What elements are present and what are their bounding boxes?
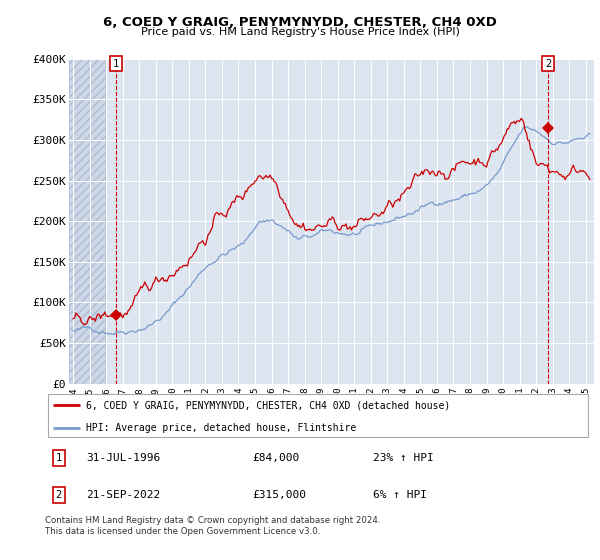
- Text: HPI: Average price, detached house, Flintshire: HPI: Average price, detached house, Flin…: [86, 423, 356, 433]
- Text: 2: 2: [56, 490, 62, 500]
- Text: Price paid vs. HM Land Registry's House Price Index (HPI): Price paid vs. HM Land Registry's House …: [140, 27, 460, 37]
- Text: 31-JUL-1996: 31-JUL-1996: [86, 453, 160, 463]
- Text: 6, COED Y GRAIG, PENYMYNYDD, CHESTER, CH4 0XD (detached house): 6, COED Y GRAIG, PENYMYNYDD, CHESTER, CH…: [86, 400, 450, 410]
- Text: 1: 1: [56, 453, 62, 463]
- Text: £315,000: £315,000: [253, 490, 307, 500]
- Text: 23% ↑ HPI: 23% ↑ HPI: [373, 453, 433, 463]
- Bar: [69, 59, 104, 384]
- Text: £84,000: £84,000: [253, 453, 300, 463]
- Text: 6, COED Y GRAIG, PENYMYNYDD, CHESTER, CH4 0XD: 6, COED Y GRAIG, PENYMYNYDD, CHESTER, CH…: [103, 16, 497, 29]
- Bar: [69, 59, 104, 384]
- Text: 2: 2: [545, 59, 551, 69]
- Text: 6% ↑ HPI: 6% ↑ HPI: [373, 490, 427, 500]
- FancyBboxPatch shape: [48, 394, 588, 437]
- Text: 21-SEP-2022: 21-SEP-2022: [86, 490, 160, 500]
- Text: 1: 1: [113, 59, 119, 69]
- Text: Contains HM Land Registry data © Crown copyright and database right 2024.
This d: Contains HM Land Registry data © Crown c…: [45, 516, 380, 536]
